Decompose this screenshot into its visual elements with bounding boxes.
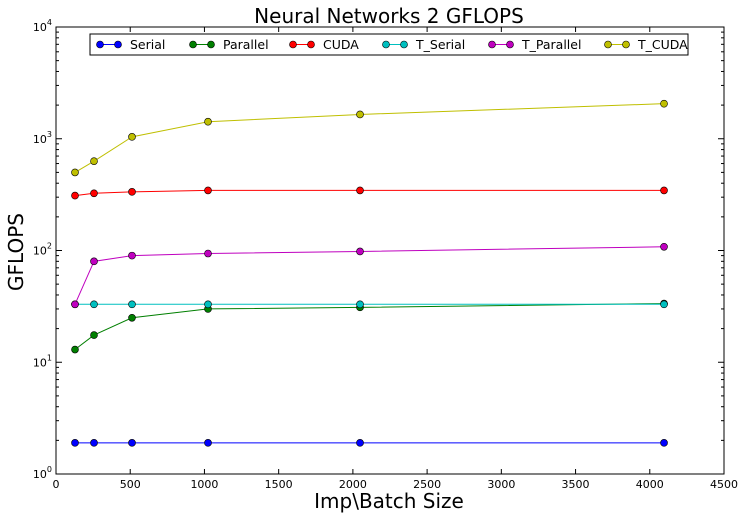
legend-entry-t-parallel: T_Parallel	[488, 37, 581, 52]
data-point-t-serial	[204, 300, 212, 309]
data-point-parallel	[71, 345, 79, 354]
data-point-parallel	[128, 313, 136, 322]
series-layer	[71, 99, 668, 447]
y-axis-label: GFLOPS	[4, 213, 28, 291]
legend-label: Parallel	[223, 37, 269, 52]
data-point-t-parallel	[128, 251, 136, 260]
legend-label: T_Parallel	[521, 37, 581, 52]
legend-marker	[207, 40, 215, 49]
legend-marker	[400, 40, 408, 49]
legend-label: T_Serial	[415, 37, 465, 52]
legend-entry-t-cuda: T_CUDA	[604, 37, 688, 52]
legend: Serial Parallel CUDA T_Serial T_Parallel T_CU…	[89, 33, 689, 56]
legend-marker	[488, 40, 496, 49]
data-point-cuda	[71, 191, 79, 200]
x-tick-label: 500	[120, 478, 141, 491]
data-point-serial	[71, 439, 79, 447]
data-point-t-cuda	[204, 117, 212, 126]
legend-entry-t-serial: T_Serial	[382, 37, 465, 52]
chart-title: Neural Networks 2 GFLOPS	[254, 4, 524, 28]
legend-label: CUDA	[323, 37, 359, 52]
legend-marker	[189, 40, 197, 49]
y-tick-label: 100	[33, 465, 52, 481]
legend-marker	[382, 40, 390, 49]
data-point-serial	[660, 439, 668, 447]
series-t-parallel	[71, 242, 668, 309]
data-point-cuda	[204, 186, 212, 195]
series-t-cuda	[71, 99, 668, 177]
data-point-cuda	[128, 188, 136, 196]
data-point-serial	[128, 439, 136, 447]
y-tick-label: 102	[33, 242, 52, 258]
series-cuda	[71, 186, 668, 200]
legend-marker	[114, 40, 122, 49]
data-point-t-cuda	[356, 110, 364, 119]
x-tick-label: 0	[53, 478, 60, 491]
series-line-parallel	[74, 303, 665, 350]
legend-entry-parallel: Parallel	[189, 37, 269, 52]
x-tick-label: 2000	[339, 478, 367, 491]
data-point-t-cuda	[128, 133, 136, 141]
data-point-cuda	[660, 186, 668, 195]
axis-ticks: 0 500 1000 1500 2000 2500 3000 3500 4000 4500 100 1…	[33, 18, 738, 491]
data-point-serial	[204, 439, 212, 447]
data-point-t-serial	[660, 300, 668, 309]
data-point-t-serial	[356, 300, 364, 309]
legend-marker	[506, 40, 514, 49]
legend-entry-serial: Serial	[96, 37, 165, 52]
y-tick-label: 104	[33, 18, 52, 34]
data-point-t-serial	[128, 300, 136, 309]
data-point-t-parallel	[90, 257, 98, 266]
x-tick-label: 1500	[265, 478, 293, 491]
legend-entry-cuda: CUDA	[289, 37, 359, 52]
x-tick-label: 3500	[562, 478, 590, 491]
y-tick-label: 103	[33, 130, 52, 146]
series-serial	[71, 439, 668, 447]
legend-marker	[96, 40, 104, 49]
data-point-serial	[356, 439, 364, 447]
data-point-t-parallel	[71, 300, 79, 309]
x-tick-label: 4000	[636, 478, 664, 491]
x-axis-label: Imp\Batch Size	[314, 489, 464, 513]
x-tick-label: 1000	[190, 478, 218, 491]
data-point-t-parallel	[204, 249, 212, 258]
series-line-t-parallel	[74, 246, 665, 305]
y-tick-label: 101	[33, 353, 52, 369]
data-point-t-cuda	[71, 168, 79, 177]
data-point-t-cuda	[660, 99, 668, 108]
legend-marker	[307, 40, 315, 49]
x-tick-label: 3000	[487, 478, 515, 491]
data-point-cuda	[356, 186, 364, 195]
data-point-serial	[90, 439, 98, 447]
legend-marker	[604, 40, 612, 49]
data-point-t-cuda	[90, 157, 98, 165]
data-point-t-serial	[90, 300, 98, 309]
x-tick-label: 4500	[710, 478, 738, 491]
data-point-t-parallel	[660, 242, 668, 251]
legend-label: T_CUDA	[637, 37, 688, 52]
legend-marker	[622, 40, 630, 49]
data-point-cuda	[90, 189, 98, 198]
x-tick-label: 2500	[413, 478, 441, 491]
legend-marker	[289, 40, 297, 49]
data-point-parallel	[90, 331, 98, 339]
data-point-t-parallel	[356, 247, 364, 256]
legend-label: Serial	[130, 37, 165, 52]
